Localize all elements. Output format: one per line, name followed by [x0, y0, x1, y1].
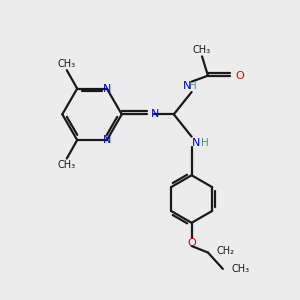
Text: O: O	[187, 238, 196, 248]
Text: N: N	[183, 80, 191, 91]
Text: CH₃: CH₃	[58, 160, 76, 170]
Text: N: N	[103, 84, 111, 94]
Text: CH₃: CH₃	[58, 58, 76, 69]
Text: H: H	[189, 80, 197, 91]
Text: N: N	[151, 109, 159, 119]
Text: N: N	[192, 138, 200, 148]
Text: CH₂: CH₂	[216, 246, 234, 256]
Text: O: O	[236, 71, 244, 81]
Text: N: N	[103, 135, 111, 145]
Text: CH₃: CH₃	[193, 45, 211, 56]
Text: H: H	[201, 138, 209, 148]
Text: CH₃: CH₃	[231, 264, 249, 274]
